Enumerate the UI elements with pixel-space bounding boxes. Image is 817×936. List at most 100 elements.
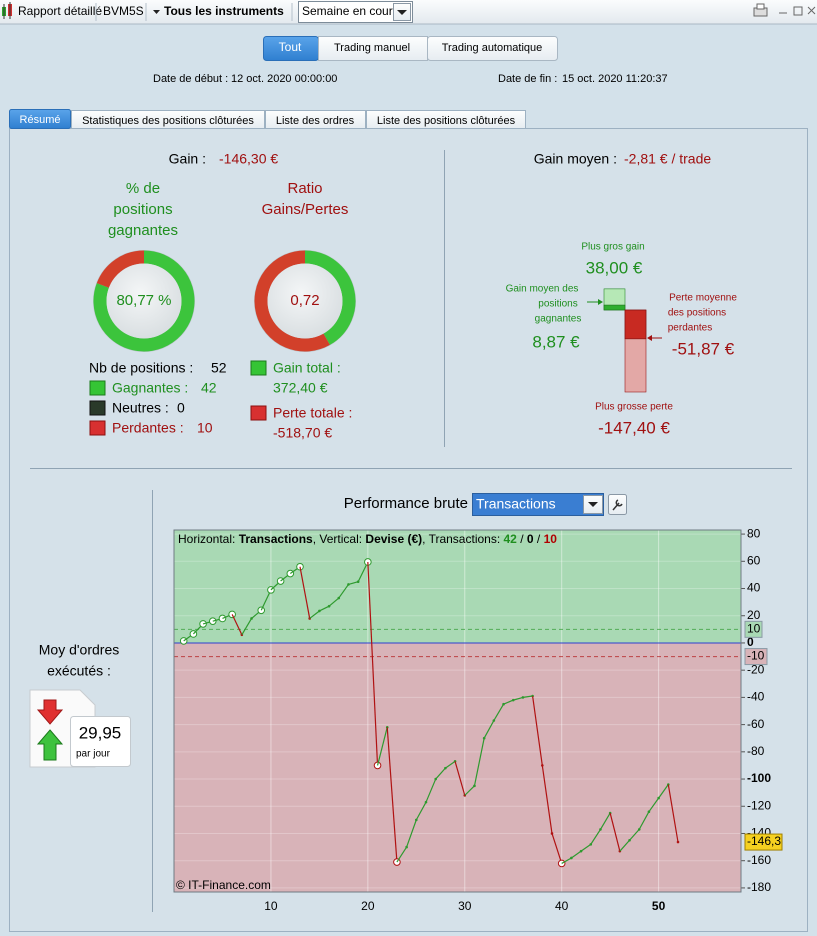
line-segment — [590, 829, 601, 845]
threshold-label: -10 — [747, 649, 765, 663]
line-segment — [415, 801, 427, 821]
avg-loss-label: perdantes — [668, 323, 712, 334]
line-segment — [561, 857, 572, 864]
start-label: Date de début : — [153, 73, 228, 85]
average-bar — [603, 304, 626, 311]
tab[interactable] — [265, 110, 366, 129]
wins-label: Gagnantes : — [112, 380, 188, 396]
line-segment — [454, 761, 466, 796]
tab[interactable] — [71, 110, 265, 129]
line-segment — [396, 846, 408, 863]
account[interactable]: BVM5S — [103, 4, 144, 18]
tab-label[interactable]: Liste des positions clôturées — [377, 115, 516, 127]
positive-zone — [174, 530, 741, 643]
avg-gain-label: gagnantes — [535, 314, 582, 325]
info-part: , Transactions: — [422, 532, 503, 546]
mode-value[interactable]: Transactions — [476, 496, 556, 512]
donut-win — [304, 250, 356, 345]
y-tick-label: -160 — [747, 853, 771, 867]
line-segment — [638, 811, 650, 830]
line-segment — [629, 828, 640, 841]
donut-loss — [254, 250, 330, 352]
x-tick-label: 50 — [652, 899, 666, 913]
info-part: / — [534, 532, 544, 546]
avg-value: -2,81 € / trade — [624, 151, 711, 167]
period-select[interactable] — [298, 1, 413, 23]
swatch-loss — [89, 420, 106, 436]
line-segment — [619, 839, 630, 852]
loss-total-value: -518,70 € — [273, 425, 332, 441]
negative-zone — [174, 642, 741, 892]
info-part: Transactions — [239, 532, 313, 546]
line-segment — [425, 778, 437, 803]
filter-button[interactable] — [427, 36, 558, 61]
tab-label[interactable]: Statistiques des positions clôturées — [82, 115, 254, 127]
mode-select[interactable] — [472, 493, 604, 516]
arrows — [587, 299, 662, 341]
line-segment — [328, 597, 340, 607]
filter-label[interactable]: Tout — [279, 40, 302, 54]
line-segment — [348, 581, 359, 586]
line-segment — [309, 610, 320, 619]
tab[interactable] — [366, 110, 526, 129]
ratio-title: Gains/Pertes — [262, 201, 349, 218]
orders-label: exécutés : — [47, 663, 111, 679]
y-tick-label: -100 — [747, 771, 771, 785]
period[interactable]: Semaine en cours — [302, 4, 399, 18]
orders-box — [70, 716, 131, 767]
report-icon — [2, 2, 12, 19]
info-part: Horizontal: — [178, 532, 239, 546]
y-tick-label: -60 — [747, 717, 765, 731]
line-segment — [551, 833, 563, 864]
line-segment — [299, 566, 311, 619]
win-rate-title: % de — [126, 180, 160, 197]
line-segment — [648, 797, 660, 813]
gain-total-value: 372,40 € — [273, 380, 328, 396]
line-segment — [580, 843, 592, 852]
avg-gain-value: 8,87 € — [532, 332, 580, 351]
line-segment — [435, 767, 446, 780]
instruments[interactable]: Tous les instruments — [164, 4, 284, 18]
end-label: Date de fin : — [498, 73, 557, 85]
gain-total-label: Gain total : — [273, 360, 341, 376]
y-tick-label: -40 — [747, 690, 765, 704]
wins-value: 42 — [201, 380, 217, 396]
start-date: 12 oct. 2020 00:00:00 — [231, 73, 337, 85]
line-segment — [231, 614, 243, 636]
copyright: © IT-Finance.com — [176, 878, 271, 892]
losses-label: Perdantes : — [112, 420, 184, 436]
swatch-loss — [250, 405, 267, 421]
loss-total-label: Perte totale : — [273, 405, 352, 421]
avg-loss-value: -51,87 € — [672, 339, 735, 358]
plot: 10 20 30 40 50806040200-20-40-60-80-100-120-… — [173, 526, 783, 913]
select-arrow — [397, 10, 407, 15]
line-segment — [658, 784, 669, 799]
plot-border — [173, 529, 742, 893]
gain-value: -146,30 € — [219, 151, 278, 167]
end-date: 15 oct. 2020 11:20:37 — [562, 73, 668, 85]
tab-label[interactable]: Résumé — [20, 114, 61, 126]
swatch-win — [89, 380, 106, 396]
threshold-label: 10 — [747, 622, 761, 636]
wrench-icon — [612, 499, 623, 511]
tab-label[interactable]: Liste des ordres — [276, 115, 355, 127]
filter-label[interactable]: Trading manuel — [334, 42, 410, 54]
x-tick-label: 40 — [555, 899, 569, 913]
line-segment — [386, 727, 398, 863]
line-segment — [319, 605, 330, 612]
report-label[interactable]: Rapport détaillé — [18, 4, 102, 18]
y-tick-label: 0 — [747, 635, 754, 649]
avg-gain-label: Gain moyen des — [506, 284, 579, 295]
info-part: 10 — [544, 532, 558, 546]
y-tick-label: 80 — [747, 526, 761, 540]
tab[interactable] — [9, 109, 71, 129]
avg-label: Gain moyen : — [534, 151, 617, 167]
line-segment — [571, 850, 582, 859]
last-value-label: -146,3 — [747, 834, 781, 848]
dropdown-arrow — [153, 10, 160, 14]
filter-label[interactable]: Trading automatique — [442, 42, 543, 54]
gain-label: Gain : — [169, 151, 206, 167]
info-part: , Vertical: — [313, 532, 366, 546]
y-tick-label: -120 — [747, 798, 771, 812]
